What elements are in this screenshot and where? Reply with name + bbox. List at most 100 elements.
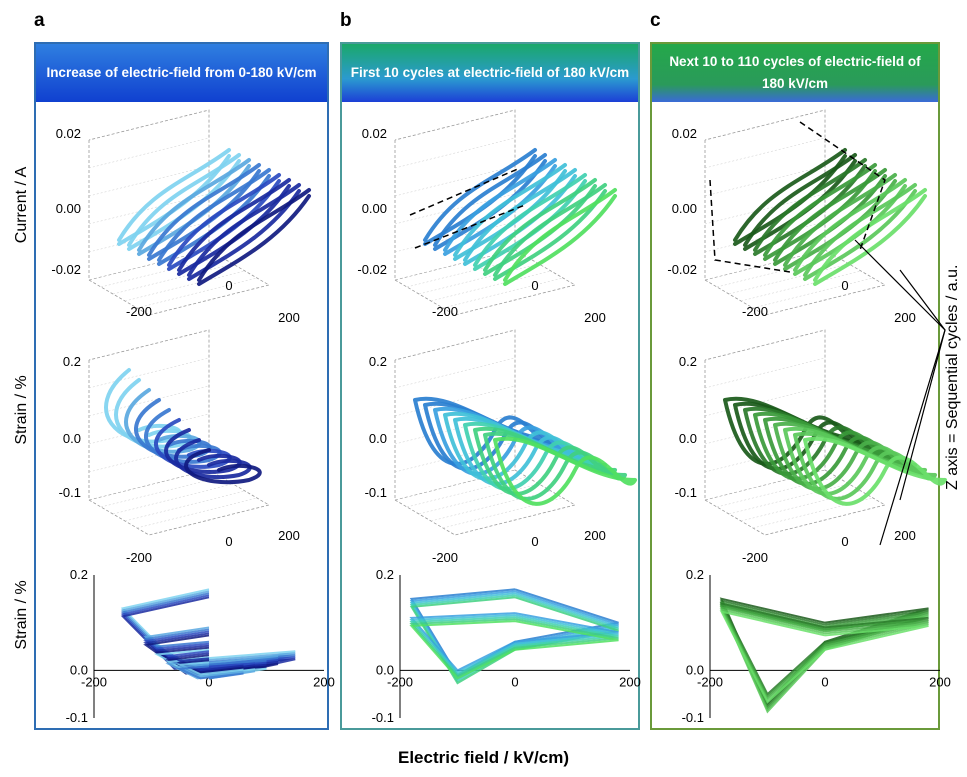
- panel-b-current-box-floor-grid: [442, 277, 564, 309]
- panel-a-2d-ytick-1: 0.0: [70, 662, 88, 677]
- panel-letter-a: a: [34, 10, 45, 31]
- panel-c-strain-ztick-1: 0.0: [679, 431, 697, 446]
- panel-c-2d-xtick-1: 0: [821, 674, 828, 689]
- panel-a-2d-xtick-2: 200: [313, 674, 335, 689]
- panel-a-current-box-frame: [88, 109, 271, 316]
- panel-a-current-ztick-1: 0.00: [56, 201, 81, 216]
- panel-c-current-cycle-8: [813, 188, 927, 286]
- panel-c-strain-box-grid: [704, 413, 826, 445]
- panel-b-strain-box-grid: [394, 357, 516, 389]
- panel-a-current-ztick-0: 0.02: [56, 126, 81, 141]
- panel-b-2d-series-1-3: [409, 618, 619, 678]
- panel-b-current-box-floor-grid: [418, 263, 540, 295]
- panel-b-2d-ytick-0: 0.2: [376, 567, 394, 582]
- panel-b-current-box-back-floor: [394, 249, 516, 281]
- panel-c-strain-ztick-0: 0.2: [679, 354, 697, 369]
- panel-a-strain-cycle-4: [144, 408, 222, 464]
- panel-c-strain-box-grid: [704, 357, 826, 389]
- panel-a-current-xtick-1: 0: [225, 278, 232, 293]
- panel-c-current-box-floor-grid: [740, 270, 862, 302]
- panel-a-strain-box-floor-grid: [136, 497, 258, 529]
- panel-b-strain-box-floor-grid: [406, 476, 528, 508]
- panel-c-current-box-floor-grid: [728, 263, 850, 295]
- z-axis-label-text: Z axis = Sequential cycles / a.u.: [944, 264, 961, 490]
- panel-a-current-box-back-floor: [88, 249, 210, 281]
- panel-c-2d-xtick-2: 200: [929, 674, 951, 689]
- panel-a-current-box-floor-grid: [100, 256, 222, 288]
- panel-a-strain-box-grid: [88, 357, 210, 389]
- row-label-1: Strain / %: [13, 375, 30, 444]
- panel-a-current-box-grid: [88, 137, 210, 169]
- panel-a-strain-box-grid: [88, 441, 210, 473]
- panel-a-2d-ytick-0: 0.2: [70, 567, 88, 582]
- panel-b-current-box-grid: [394, 193, 516, 225]
- panel-c-current-box-back-floor: [704, 249, 826, 281]
- panel-b-strain-box-floor-grid: [418, 483, 540, 515]
- panel-b-current-box-floor-grid: [430, 270, 552, 302]
- panel-a-current-cycle-8: [197, 188, 311, 286]
- panel-c-2d-ytick-2: -0.1: [682, 710, 704, 725]
- panel-a-strain-cycle-5: [154, 418, 232, 469]
- panel-c-current-box-frame: [704, 109, 887, 316]
- panel-b-strain-xtick-2: 200: [584, 528, 606, 543]
- panel-b-2d-xtick-0: -200: [387, 674, 413, 689]
- panel-c-strain-xtick-2: 200: [894, 528, 916, 543]
- panel-a-2d-series-4-0: [176, 657, 244, 672]
- panel-a-2d-xtick-0: -200: [81, 674, 107, 689]
- panel-b-current-ztick-1: 0.00: [362, 201, 387, 216]
- panel-a-strain-xtick-0: -200: [126, 550, 152, 565]
- panel-c-strain-xtick-0: -200: [742, 550, 768, 565]
- panel-c-2d-series-1-4: [719, 610, 929, 704]
- panel-b-strain-box-floor-grid: [442, 497, 564, 529]
- panel-a-header: Increase of electric-field from 0-180 kV…: [36, 44, 327, 102]
- panel-b-current-box-grid: [394, 137, 516, 169]
- panel-a-current-box-floor-grid: [136, 277, 258, 309]
- panel-c-strain-box-grid: [704, 385, 826, 417]
- panel-a-strain-box-floor-grid: [124, 490, 246, 522]
- panel-b-2d-series-0-4: [409, 596, 619, 685]
- panel-b-strain-box-floor-grid: [430, 490, 552, 522]
- row-label-2: Strain / %: [13, 580, 30, 649]
- panel-letter-c: c: [650, 10, 661, 31]
- panel-b-2d-ytick-1: 0.0: [376, 662, 394, 677]
- panel-c-current-xtick-1: 0: [841, 278, 848, 293]
- panel-c-2d-series-1-2: [719, 606, 929, 700]
- panel-b-strain-xtick-1: 0: [531, 534, 538, 549]
- panel-b: First 10 cycles at electric-field of 180…: [340, 42, 640, 730]
- panel-c-current-xtick-2: 200: [894, 310, 916, 325]
- panel-b-current-box-frame: [394, 109, 577, 316]
- panel-b-header: First 10 cycles at electric-field of 180…: [342, 44, 638, 102]
- panel-c-2d-series-1-1: [719, 604, 929, 698]
- panel-b-current-box-grid: [394, 165, 516, 197]
- panel-b-strain-cycle-8: [493, 436, 637, 506]
- panel-c-arrow-top: [799, 121, 886, 251]
- panel-a-strain-ztick-2: -0.1: [59, 485, 81, 500]
- panel-a-strain-xtick-2: 200: [278, 528, 300, 543]
- panel-a-2d-xtick-1: 0: [205, 674, 212, 689]
- panel-c-2d-series-1-0: [719, 602, 929, 696]
- panel-a-strain-box-grid: [88, 385, 210, 417]
- panel-b-strain-ztick-0: 0.2: [369, 354, 387, 369]
- panel-b-current-cycle-8: [503, 188, 617, 286]
- panel-a-current-xtick-0: -200: [126, 304, 152, 319]
- panel-a-strain-ztick-0: 0.2: [63, 354, 81, 369]
- panel-a-2d-ytick-2: -0.1: [66, 710, 88, 725]
- panel-c-strain-box-grid: [704, 441, 826, 473]
- panel-a-strain-cycle-2: [124, 388, 202, 454]
- panel-a-strain-cycle-1: [114, 378, 192, 449]
- panel-c-header: Next 10 to 110 cycles of electric-field …: [652, 44, 938, 102]
- panel-b-current-ztick-0: 0.02: [362, 126, 387, 141]
- panel-c: Next 10 to 110 cycles of electric-field …: [650, 42, 940, 730]
- x-axis-label: Electric field / kV/cm): [397, 748, 569, 767]
- panel-a: Increase of electric-field from 0-180 kV…: [34, 42, 329, 730]
- panel-b-strain-box-back-floor: [394, 469, 516, 501]
- panel-a-2d-series-4-2: [176, 661, 244, 676]
- panel-b-2d-ytick-2: -0.1: [372, 710, 394, 725]
- panel-b-2d-series-1-0: [409, 612, 619, 672]
- panel-c-current-ztick-0: 0.02: [672, 126, 697, 141]
- panel-a-current-box-grid: [88, 193, 210, 225]
- panel-c-strain-ztick-2: -0.1: [675, 485, 697, 500]
- panel-c-2d-ytick-1: 0.0: [686, 662, 704, 677]
- panel-b-strain-box-grid: [394, 441, 516, 473]
- panel-c-current-box-grid: [704, 193, 826, 225]
